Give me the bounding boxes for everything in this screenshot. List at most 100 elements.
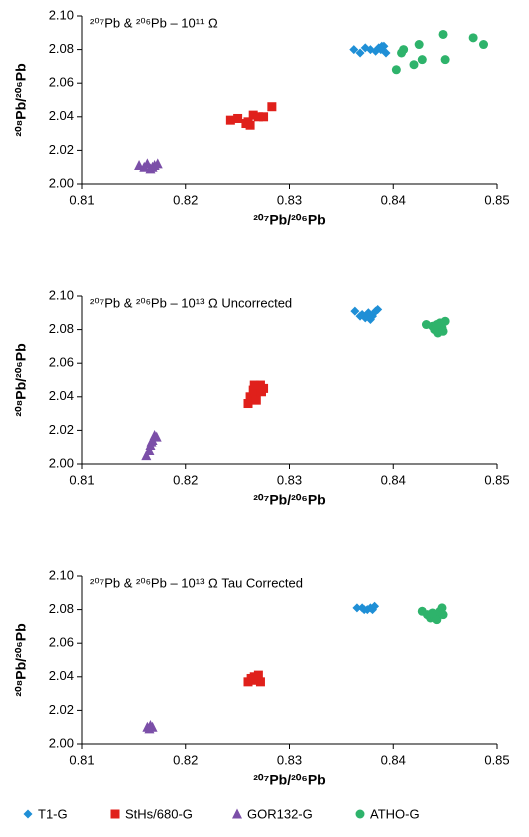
- x-axis-label: ²⁰⁷Pb/²⁰⁶Pb: [253, 212, 325, 228]
- point: [432, 615, 442, 625]
- x-tick-label: 0.85: [484, 192, 509, 207]
- point: [147, 161, 158, 172]
- y-tick-label: 2.04: [49, 668, 74, 683]
- y-tick-label: 2.02: [49, 142, 74, 157]
- legend-label: StHs/680-G: [125, 806, 193, 821]
- x-tick-label: 0.85: [484, 472, 509, 487]
- point: [151, 431, 162, 442]
- point: [468, 33, 478, 43]
- x-tick-label: 0.81: [69, 192, 94, 207]
- point: [253, 112, 263, 122]
- point: [253, 670, 263, 680]
- point: [438, 610, 448, 620]
- legend-marker: [110, 809, 120, 819]
- y-tick-label: 2.00: [49, 175, 74, 190]
- point: [440, 316, 450, 326]
- point: [250, 388, 260, 398]
- y-tick-label: 2.06: [49, 635, 74, 650]
- x-tick-label: 0.85: [484, 752, 509, 767]
- point: [245, 392, 255, 402]
- y-axis-label: ²⁰⁸Pb/²⁰⁶Pb: [13, 623, 29, 696]
- point: [414, 40, 424, 50]
- point: [391, 65, 401, 75]
- point: [359, 605, 369, 615]
- y-tick-label: 2.04: [49, 108, 74, 123]
- point: [376, 45, 386, 55]
- point: [428, 608, 438, 618]
- x-axis-label: ²⁰⁷Pb/²⁰⁶Pb: [253, 492, 325, 508]
- y-tick-label: 2.04: [49, 388, 74, 403]
- x-tick-label: 0.82: [173, 472, 198, 487]
- point: [248, 675, 258, 685]
- point: [432, 320, 442, 330]
- x-tick-label: 0.84: [381, 472, 406, 487]
- point: [243, 117, 253, 127]
- point: [437, 603, 447, 613]
- point: [144, 445, 155, 456]
- point: [267, 102, 277, 112]
- legend-label: GOR132-G: [247, 806, 313, 821]
- x-tick-label: 0.82: [173, 192, 198, 207]
- y-tick-label: 2.08: [49, 41, 74, 56]
- chart-title: ²⁰⁷Pb & ²⁰⁶Pb – 10¹³ Ω Uncorrected: [90, 295, 292, 310]
- point: [409, 60, 419, 70]
- x-tick-label: 0.83: [277, 752, 302, 767]
- point: [255, 677, 265, 687]
- y-tick-label: 2.06: [49, 355, 74, 370]
- point: [251, 395, 261, 405]
- point: [152, 158, 163, 169]
- y-tick-label: 2.02: [49, 422, 74, 437]
- legend-label: T1-G: [38, 806, 68, 821]
- point: [249, 380, 259, 390]
- x-tick-label: 0.81: [69, 472, 94, 487]
- point: [141, 450, 152, 461]
- x-tick-label: 0.81: [69, 752, 94, 767]
- x-tick-label: 0.84: [381, 752, 406, 767]
- y-tick-label: 2.00: [49, 455, 74, 470]
- point: [399, 45, 409, 55]
- x-tick-label: 0.83: [277, 192, 302, 207]
- point: [243, 399, 253, 409]
- y-axis-label: ²⁰⁸Pb/²⁰⁶Pb: [13, 63, 29, 136]
- y-tick-label: 2.10: [49, 287, 74, 302]
- y-tick-label: 2.10: [49, 7, 74, 22]
- y-tick-label: 2.08: [49, 601, 74, 616]
- point: [144, 723, 155, 734]
- point: [259, 112, 269, 122]
- point: [417, 55, 427, 65]
- legend-marker: [23, 809, 33, 819]
- point: [248, 110, 258, 120]
- point: [256, 387, 266, 397]
- point: [440, 55, 450, 65]
- x-tick-label: 0.83: [277, 472, 302, 487]
- chart-title: ²⁰⁷Pb & ²⁰⁶Pb – 10¹³ Ω Tau Corrected: [90, 575, 303, 590]
- chart-title: ²⁰⁷Pb & ²⁰⁶Pb – 10¹¹ Ω: [90, 15, 218, 30]
- legend-label: ATHO-G: [370, 806, 420, 821]
- y-tick-label: 2.10: [49, 567, 74, 582]
- point: [368, 605, 377, 615]
- x-tick-label: 0.82: [173, 752, 198, 767]
- y-tick-label: 2.00: [49, 735, 74, 750]
- y-axis-label: ²⁰⁸Pb/²⁰⁶Pb: [13, 343, 29, 416]
- point: [373, 304, 383, 314]
- y-tick-label: 2.06: [49, 75, 74, 90]
- point: [355, 311, 365, 321]
- legend-marker: [232, 808, 242, 819]
- x-axis-label: ²⁰⁷Pb/²⁰⁶Pb: [253, 772, 325, 788]
- point: [438, 326, 448, 336]
- legend-marker: [355, 809, 365, 819]
- point: [479, 40, 489, 50]
- point: [225, 115, 235, 125]
- point: [355, 48, 365, 58]
- y-tick-label: 2.02: [49, 702, 74, 717]
- y-tick-label: 2.08: [49, 321, 74, 336]
- point: [352, 603, 362, 613]
- point: [146, 436, 157, 447]
- point: [233, 113, 243, 123]
- x-tick-label: 0.84: [381, 192, 406, 207]
- point: [365, 315, 375, 325]
- point: [349, 45, 359, 55]
- point: [350, 306, 360, 316]
- point: [438, 29, 448, 39]
